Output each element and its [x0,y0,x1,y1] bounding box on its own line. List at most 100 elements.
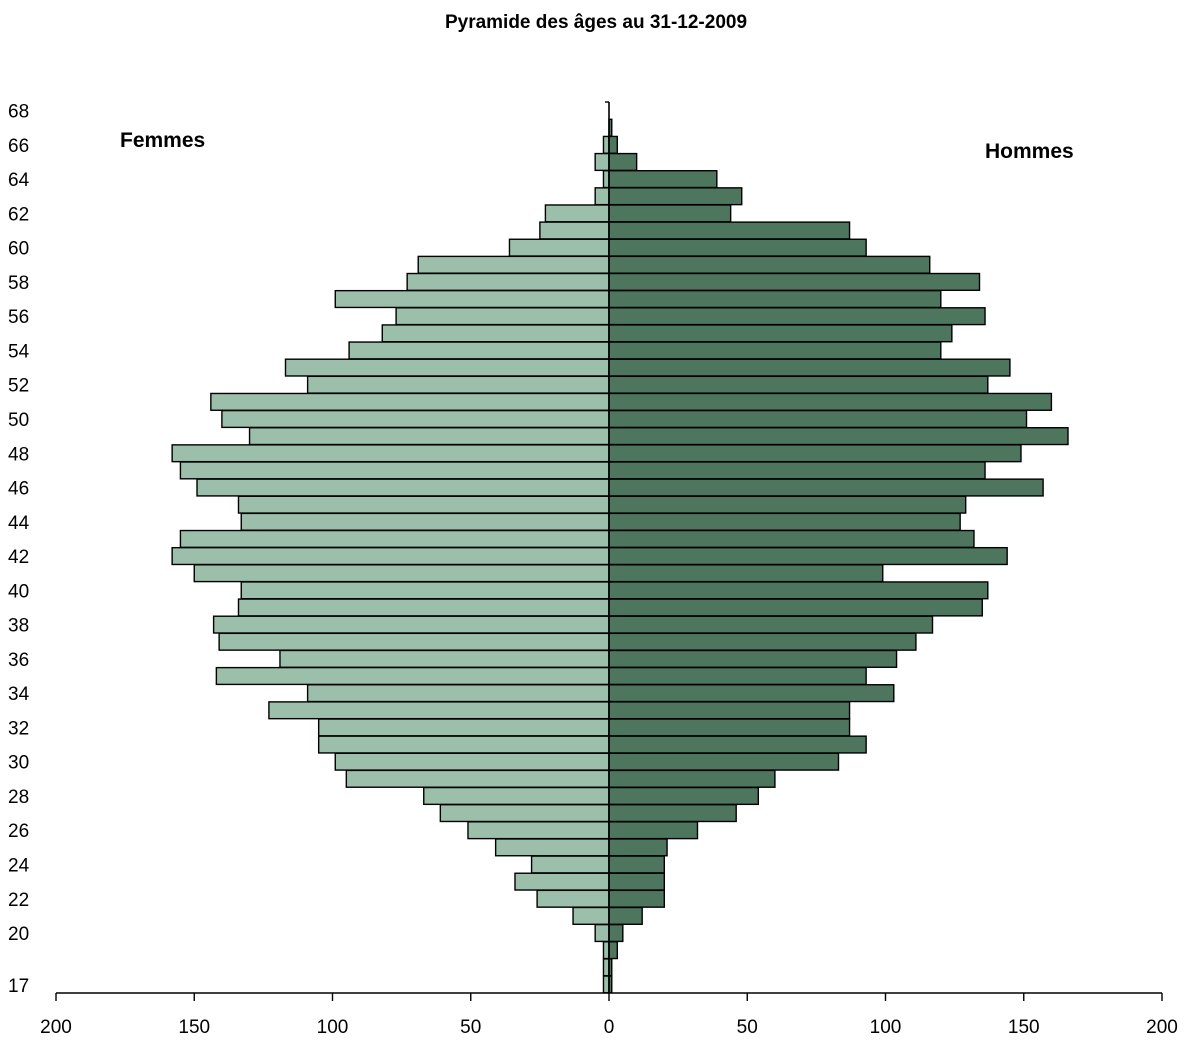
bar-hommes-57 [608,289,942,309]
bar-hommes-63 [608,187,743,206]
bar-hommes-50 [608,409,1028,429]
y-tick-label: 22 [8,890,29,911]
x-tick-label: 50 [737,1017,758,1038]
bar-femmes-53 [284,358,610,377]
bar-hommes-46 [608,478,1044,497]
bar-femmes-37 [218,632,610,651]
bar-hommes-66 [608,135,618,154]
y-tick-label: 42 [8,547,29,568]
y-tick-label: 56 [8,307,29,328]
bar-femmes-57 [334,289,610,309]
bar-femmes-39 [237,598,610,617]
bar-hommes-29 [608,769,776,788]
y-tick-label: 52 [8,376,29,397]
bar-femmes-54 [348,341,610,360]
y-tick-label: 20 [8,924,29,945]
axes [55,101,1163,1001]
bar-hommes-51 [608,392,1053,411]
bar-femmes-56 [395,307,610,326]
y-tick-label: 68 [8,102,29,123]
bar-hommes-58 [608,272,981,292]
bar-femmes-48 [171,444,610,463]
bar-hommes-45 [608,495,967,514]
y-tick-label: 60 [8,239,29,260]
bar-femmes-26 [467,821,610,840]
bar-hommes-42 [608,546,1008,566]
bar-femmes-22 [536,889,610,908]
bar-femmes-62 [544,204,610,223]
bar-femmes-52 [306,375,610,394]
bar-hommes-25 [608,838,668,857]
bar-femmes-36 [279,649,610,668]
bar-hommes-27 [608,803,737,823]
bar-femmes-41 [193,564,610,583]
bar-hommes-64 [608,170,718,189]
bar-femmes-55 [381,324,610,343]
bar-femmes-44 [240,512,610,531]
bar-femmes-59 [417,255,610,274]
bar-femmes-63 [594,187,610,206]
bar-femmes-19 [602,941,610,960]
bar-femmes-18 [602,958,610,977]
bar-hommes-39 [608,598,983,617]
x-tick-label: 50 [460,1017,481,1038]
bar-hommes-23 [608,872,665,891]
x-tick-label: 150 [1008,1017,1040,1038]
series-label-hommes: Hommes [985,140,1074,163]
y-tick-label: 58 [8,273,29,294]
bar-femmes-49 [248,427,610,446]
bar-femmes-30 [334,752,610,771]
bar-femmes-34 [306,684,610,703]
bar-femmes-32 [317,718,610,737]
y-tick-label: 64 [8,170,30,191]
bar-hommes-41 [608,564,884,583]
y-tick-label: 66 [8,136,29,157]
bar-femmes-33 [268,701,610,720]
x-tick-labels: 200 150 100 50 0 50 100 150 200 [40,1017,1178,1038]
y-tick-label: 62 [8,204,29,225]
y-tick-label: 50 [8,410,29,431]
bar-femmes-50 [221,409,610,429]
bar-hommes-30 [608,752,840,771]
bar-hommes-59 [608,255,931,274]
bar-hommes-26 [608,821,699,840]
bar-hommes-48 [608,444,1022,463]
bar-femmes-28 [423,786,610,806]
bar-femmes-46 [196,478,610,497]
y-tick-label: 40 [8,581,29,602]
bar-hommes-43 [608,529,975,549]
y-tick-label: 30 [8,753,29,774]
bar-femmes-25 [494,838,610,857]
y-tick-label: 54 [8,341,30,362]
bar-hommes-55 [608,324,953,343]
bar-femmes-35 [215,666,610,686]
bar-femmes-60 [508,238,610,257]
bar-femmes-38 [212,615,610,634]
bar-hommes-19 [608,941,618,960]
bar-hommes-65 [608,152,638,172]
bar-hommes-37 [608,632,917,651]
bar-hommes-22 [608,889,665,908]
bar-femmes-31 [317,735,610,754]
bar-hommes-21 [608,906,643,925]
bar-femmes-61 [539,221,610,240]
bar-hommes-60 [608,238,867,257]
x-tick-label: 200 [40,1017,72,1038]
y-tick-label: 38 [8,616,29,637]
bar-hommes-61 [608,221,851,240]
femmes-bars [171,135,610,994]
x-tick-label: 0 [604,1017,615,1038]
y-tick-label: 17 [8,976,29,997]
bar-femmes-47 [179,461,610,480]
y-tick-label: 26 [8,821,29,842]
bar-hommes-31 [608,735,867,754]
bar-femmes-45 [237,495,610,514]
bar-hommes-28 [608,786,760,806]
bar-hommes-52 [608,375,989,394]
bar-femmes-17 [602,975,610,994]
bar-hommes-54 [608,341,942,360]
bar-femmes-42 [171,546,610,566]
bar-hommes-49 [608,427,1069,446]
bar-hommes-32 [608,718,851,737]
